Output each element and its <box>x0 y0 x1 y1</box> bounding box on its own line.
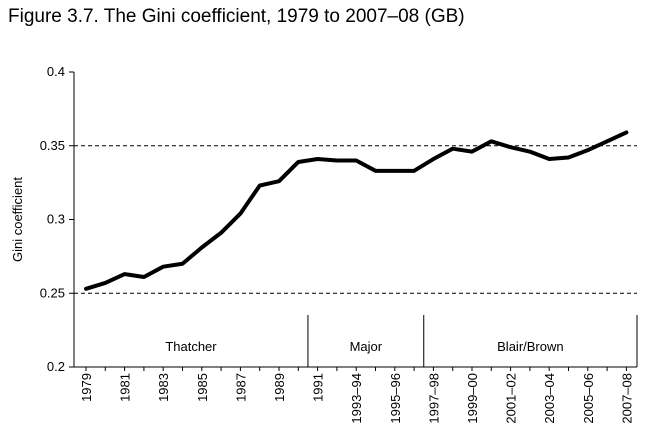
x-tick-label: 1985 <box>195 373 210 402</box>
y-tick-label: 0.4 <box>47 64 65 79</box>
tick-labels: 0.2 0.25 0.3 0.35 0.4 Gini coefficient 1979 198… <box>10 64 634 424</box>
x-tick-label: 1995–96 <box>388 373 403 424</box>
x-tick-label: 1983 <box>156 373 171 402</box>
x-tick-label: 1987 <box>233 373 248 402</box>
chart-title: Figure 3.7. The Gini coefficient, 1979 t… <box>8 6 465 27</box>
x-tick-label: 1991 <box>311 373 326 402</box>
axes <box>69 71 637 371</box>
x-tick-label: 2001–02 <box>504 373 519 424</box>
x-tick-label: 2005–06 <box>581 373 596 424</box>
x-tick-label: 2003–04 <box>542 373 557 424</box>
y-tick-label: 0.2 <box>47 359 65 374</box>
period-label: Blair/Brown <box>497 339 563 354</box>
gini-series-line <box>84 130 629 291</box>
y-tick-label: 0.3 <box>47 212 65 227</box>
reference-lines <box>74 145 637 294</box>
period-bands: Thatcher Major Blair/Brown <box>165 315 638 367</box>
x-tick-label: 1989 <box>272 373 287 402</box>
period-label: Major <box>350 339 383 354</box>
x-tick-label: 1981 <box>118 373 133 402</box>
y-axis-title: Gini coefficient <box>10 177 25 262</box>
period-label: Thatcher <box>165 339 217 354</box>
series <box>84 130 629 291</box>
x-tick-label: 1979 <box>79 373 94 402</box>
y-tick-label: 0.35 <box>40 138 65 153</box>
x-tick-label: 1999–00 <box>465 373 480 424</box>
x-tick-label: 1997–98 <box>426 373 441 424</box>
y-tick-label: 0.25 <box>40 285 65 300</box>
x-tick-label: 1993–94 <box>349 373 364 424</box>
x-tick-label: 2007–08 <box>619 373 634 424</box>
